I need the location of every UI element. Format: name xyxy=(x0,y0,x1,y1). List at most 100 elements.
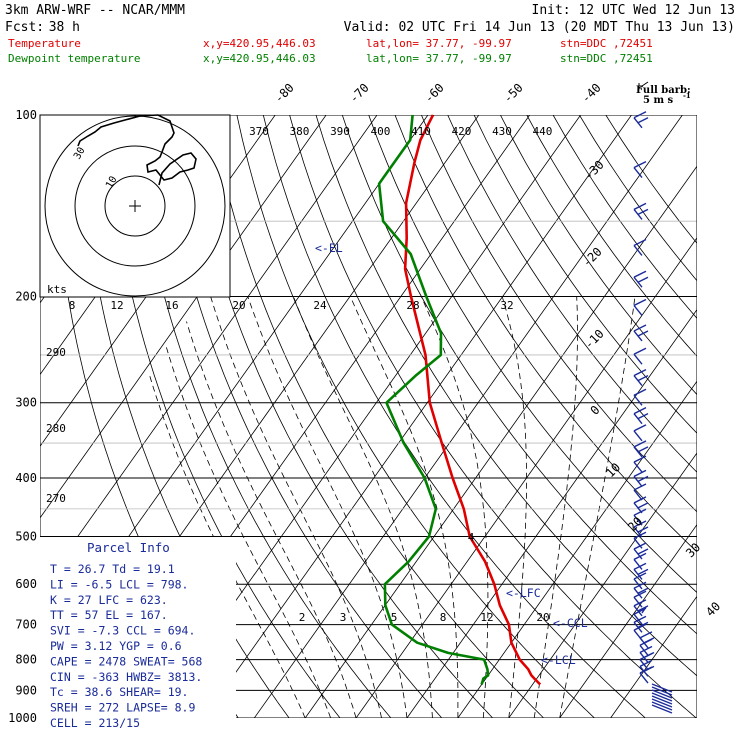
mixing-ratio-label: 32 xyxy=(500,299,513,312)
barb-legend-line1: Full barb: xyxy=(636,85,691,96)
wind-barb xyxy=(633,388,647,406)
wind-barb xyxy=(633,581,649,599)
isotherm xyxy=(304,165,697,718)
wind-barb xyxy=(633,270,649,288)
mixing-ratio-label: 16 xyxy=(165,299,178,312)
profile-lines: <-EL <-LFC <-CCL <-LCL xyxy=(315,114,588,686)
isotherm-label: 0 xyxy=(588,403,603,418)
hodograph: kts 10 30 xyxy=(39,114,231,298)
isotherm-label: -30 xyxy=(582,158,607,183)
dry-adiabat xyxy=(500,115,697,396)
el-label: <-EL xyxy=(315,241,343,255)
wind-barb xyxy=(633,483,647,501)
wind-barb xyxy=(633,552,647,570)
moist-adiabat xyxy=(247,296,408,718)
wind-barb xyxy=(633,202,649,220)
pressure-tick-label: 100 xyxy=(15,108,37,122)
barb-legend-line2: 5 m s xyxy=(643,95,674,106)
mixing-ratio-label: 24 xyxy=(313,299,327,312)
wind-barb xyxy=(633,572,647,590)
parcel-info-line: T = 26.7 Td = 19.1 xyxy=(50,562,175,576)
theta-e-label: 370 xyxy=(249,125,269,138)
theta-e-label: 400 xyxy=(371,125,391,138)
hodograph-ring-label: 10 xyxy=(104,175,120,191)
model-title: 3km ARW-WRF -- NCAR/MMM xyxy=(5,3,185,18)
isotherm-label: -50 xyxy=(501,81,526,106)
theta-label: 270 xyxy=(46,492,66,505)
theta-label: 280 xyxy=(46,422,66,435)
parcel-info-line: LI = -6.5 LCL = 798. xyxy=(50,577,188,591)
parcel-info-line: CELL = 213/15 xyxy=(50,716,140,730)
wind-barb xyxy=(633,455,647,473)
wind-barb xyxy=(633,440,649,458)
legend-dewpoint-stn: stn=DDC ,72451 xyxy=(560,52,653,65)
theta-e-label: 420 xyxy=(452,125,472,138)
moist-adiabat xyxy=(165,344,331,718)
temperature-line xyxy=(403,114,542,686)
theta-e-label: 440 xyxy=(533,125,553,138)
hodograph-ring xyxy=(104,175,166,237)
wind-barb xyxy=(651,698,673,708)
legend-temperature-stn: stn=DDC ,72451 xyxy=(560,37,653,50)
pressure-tick-label: 800 xyxy=(15,653,37,667)
wind-barb xyxy=(651,683,673,693)
dry-adiabat xyxy=(315,115,697,677)
moist-adiabat xyxy=(149,374,306,718)
parcel-info-line: PW = 3.12 YGP = 0.6 xyxy=(50,639,182,653)
wind-barb xyxy=(633,590,647,608)
wind-barb xyxy=(633,531,647,549)
dry-adiabat xyxy=(341,115,697,635)
legend-temperature-name: Temperature xyxy=(8,37,81,50)
isotherm xyxy=(559,523,697,718)
theta-e-label: 430 xyxy=(492,125,512,138)
mixing-ratio-label: 4 xyxy=(468,531,475,544)
wind-barb xyxy=(633,238,647,256)
wind-barb xyxy=(651,686,673,696)
barb-legend-unit: -1 xyxy=(683,91,691,100)
isotherm xyxy=(610,595,697,718)
mixing-ratio-label: 12 xyxy=(480,611,493,624)
mixing-ratio-label: 28 xyxy=(406,299,419,312)
legend-dewpoint-xy: x,y=420.95,446.03 xyxy=(203,52,316,65)
hodograph-trace xyxy=(77,114,197,186)
legend-dewpoint-name: Dewpoint temperature xyxy=(8,52,140,65)
parcel-info-title: Parcel Info xyxy=(87,540,170,555)
dry-adiabat xyxy=(447,115,697,473)
fcst-label: Fcst: xyxy=(5,20,44,35)
isotherm xyxy=(40,115,327,519)
isotherm-label: 20 xyxy=(625,514,645,534)
theta-e-label: 390 xyxy=(330,125,350,138)
ccl-label: <-CCL xyxy=(553,616,588,630)
theta-e-label: 410 xyxy=(411,125,431,138)
theta-label: 290 xyxy=(46,346,66,359)
parcel-info-line: CAPE = 2478 SWEAT= 568 xyxy=(50,654,202,668)
hodograph-ring xyxy=(44,115,226,297)
init-time: Init: 12 UTC Wed 12 Jun 13 xyxy=(532,3,736,18)
mixing-ratio-label: 5 xyxy=(391,611,398,624)
isotherm xyxy=(253,115,683,718)
parcel-info-line: SVI = -7.3 CCL = 694. xyxy=(50,624,195,638)
dry-adiabat xyxy=(579,115,697,282)
wind-barb xyxy=(651,692,673,702)
wind-barb xyxy=(641,606,647,614)
wind-barb xyxy=(633,496,649,514)
dry-adiabat xyxy=(236,115,595,718)
wind-barb xyxy=(651,704,673,714)
pressure-tick-label: 700 xyxy=(15,618,37,632)
wind-barb xyxy=(633,407,649,425)
isotherm xyxy=(508,452,697,718)
wind-barb xyxy=(633,562,649,580)
wind-barb xyxy=(633,424,647,442)
dry-adiabat xyxy=(605,115,697,244)
hodograph-ring-label: 30 xyxy=(72,146,88,162)
wind-barb xyxy=(633,368,649,387)
hodograph-center xyxy=(129,200,141,212)
lcl-label: <-LCL xyxy=(541,653,576,667)
mixing-ratio-label: 3 xyxy=(340,611,347,624)
moist-adiabat xyxy=(293,296,433,718)
isotherm xyxy=(406,308,697,718)
parcel-box-bg xyxy=(40,537,236,718)
wind-barbs xyxy=(633,111,673,714)
parcel-info-line: TT = 57 EL = 167. xyxy=(50,608,168,622)
